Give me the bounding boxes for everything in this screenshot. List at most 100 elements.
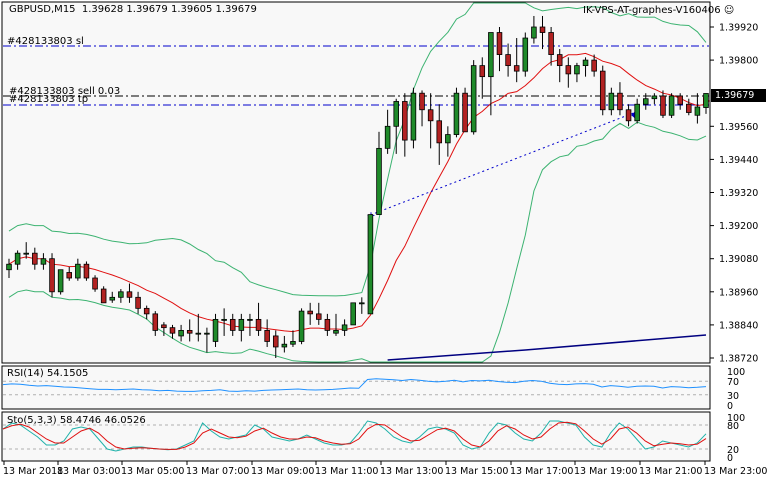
candle-body xyxy=(92,277,98,290)
candle xyxy=(548,27,554,66)
candle xyxy=(57,269,64,295)
candle-body xyxy=(264,330,270,342)
candle xyxy=(625,104,632,127)
candle-body xyxy=(316,313,322,320)
smiley-icon: ☺ xyxy=(723,5,735,16)
candle xyxy=(488,32,494,116)
candle-body xyxy=(126,291,133,298)
candle xyxy=(384,109,391,154)
bollinger-upper-band xyxy=(8,2,707,297)
candle-body xyxy=(66,272,73,279)
candle-body xyxy=(608,92,615,111)
rsi-tick-label: 70 xyxy=(727,377,739,388)
price-pane[interactable]: + xyxy=(1,1,711,364)
time-tick-label: 13 Mar 21:00 xyxy=(639,466,702,477)
candle xyxy=(367,214,374,315)
candle-body xyxy=(436,120,443,144)
candle xyxy=(419,90,425,127)
stochastic-label: Sto(5,3,3) 58.4746 46.0526 xyxy=(7,415,146,426)
candle xyxy=(393,98,399,154)
candle-body xyxy=(574,65,580,75)
candle-body xyxy=(625,109,632,122)
candle xyxy=(341,319,348,336)
candle-body xyxy=(195,332,202,335)
candle xyxy=(40,253,47,270)
time-tick-label: 13 Mar 03:00 xyxy=(57,466,120,477)
time-tick-label: 13 Mar 23:00 xyxy=(704,466,767,477)
candle xyxy=(505,43,511,77)
candle-body xyxy=(324,318,331,331)
candle xyxy=(152,311,159,336)
candle-body xyxy=(255,318,262,331)
candle xyxy=(359,297,365,314)
price-axis[interactable]: 1.39920 1.39800 1.39560 1.39440 1.39320 1.392… xyxy=(710,23,758,465)
price-tick-label: 1.39080 xyxy=(719,254,758,265)
candle-body xyxy=(617,92,623,111)
expert-advisor-name: IK-VPS-AT-graphes-V160406 ☺ xyxy=(583,5,734,16)
candle xyxy=(212,313,219,347)
candle-body xyxy=(522,37,529,72)
candle xyxy=(479,57,486,99)
candle xyxy=(496,27,503,72)
candle-body xyxy=(660,95,666,116)
candle xyxy=(6,258,12,279)
price-tick-label: 1.38960 xyxy=(719,287,758,298)
candle-body xyxy=(419,92,425,111)
sto-main-line xyxy=(2,420,707,452)
candle xyxy=(556,49,563,83)
candle xyxy=(574,62,580,83)
candle-body xyxy=(367,214,374,315)
candle xyxy=(195,313,202,342)
candle xyxy=(316,302,322,325)
candle-body xyxy=(307,310,313,315)
candle-body xyxy=(57,269,64,293)
candle-body xyxy=(651,95,658,100)
candle-body xyxy=(402,101,408,141)
candle xyxy=(703,93,709,114)
candle-body xyxy=(479,65,486,78)
sto-tick-label: 80 xyxy=(727,421,739,432)
candle-body xyxy=(496,32,503,55)
candle-body xyxy=(178,330,184,337)
candle xyxy=(229,313,236,336)
candle xyxy=(436,104,443,165)
candle-body xyxy=(410,92,417,141)
price-tick-label: 1.38720 xyxy=(719,354,758,365)
candle-body xyxy=(488,32,494,78)
sl-level-label: #428133803 sl xyxy=(7,36,84,47)
rsi-label: RSI(14) 54.1505 xyxy=(7,368,89,379)
rsi-pane[interactable] xyxy=(1,365,711,410)
candle xyxy=(410,87,417,149)
price-tick-label: 1.39440 xyxy=(719,155,758,166)
sto-tick-label: 20 xyxy=(727,445,739,456)
candle xyxy=(281,335,288,353)
candle xyxy=(513,38,520,83)
candle-body xyxy=(83,263,90,279)
stochastic-pane[interactable] xyxy=(1,411,711,462)
candle-body xyxy=(247,318,253,321)
candle xyxy=(23,242,29,259)
price-pane-frame xyxy=(1,1,711,364)
candle xyxy=(221,308,227,336)
candle-body xyxy=(582,59,589,67)
candle-body xyxy=(565,65,572,75)
candle-body xyxy=(32,252,38,265)
candle xyxy=(427,93,434,149)
candle xyxy=(14,250,21,270)
sto-signal-line xyxy=(2,421,707,450)
sto-tick-label: 100 xyxy=(727,413,745,424)
candle-body xyxy=(694,106,701,116)
price-tick-label: 1.38840 xyxy=(719,320,758,331)
candle-body xyxy=(109,296,116,301)
candle xyxy=(83,261,90,281)
candle-body xyxy=(531,26,537,39)
candle-body xyxy=(393,101,399,127)
candle-body xyxy=(221,318,227,321)
price-tick-label: 1.39800 xyxy=(719,56,758,67)
candle-body xyxy=(556,54,563,67)
candle xyxy=(591,54,597,77)
candle xyxy=(298,308,305,345)
current-price-tag: 1.39679 xyxy=(711,89,766,102)
